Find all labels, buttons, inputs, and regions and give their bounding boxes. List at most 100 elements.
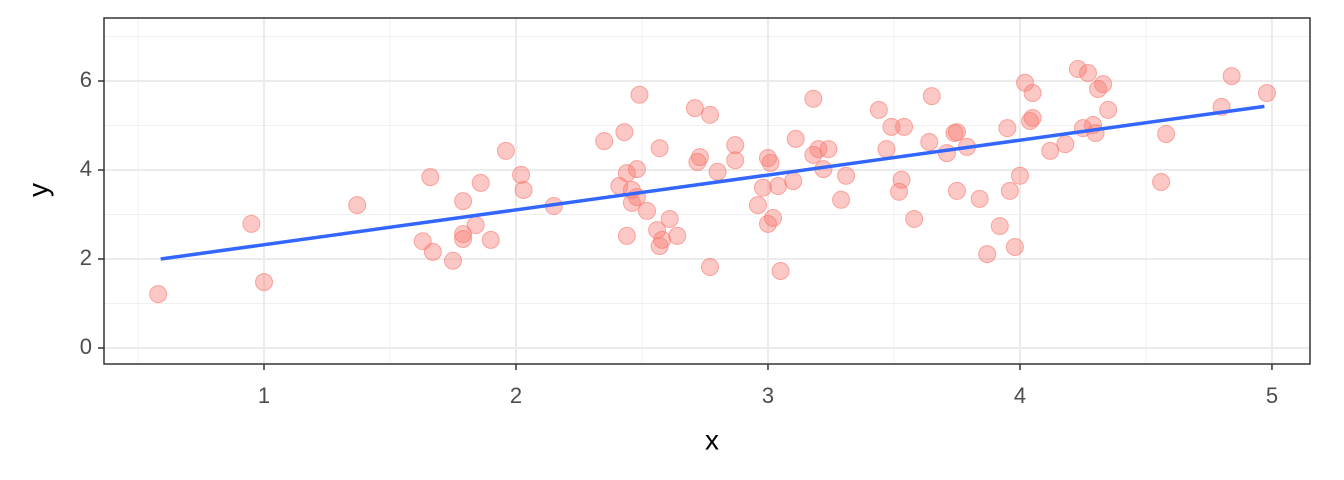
point xyxy=(690,148,709,167)
point xyxy=(784,172,803,191)
point xyxy=(688,152,707,171)
trend-line xyxy=(160,104,1265,261)
x-tick-label: 5 xyxy=(1266,383,1278,408)
point xyxy=(1023,108,1042,127)
point xyxy=(1056,135,1075,154)
point xyxy=(255,273,274,292)
point xyxy=(1094,75,1113,94)
point xyxy=(758,148,777,167)
point xyxy=(771,262,790,281)
point xyxy=(1000,181,1019,200)
point xyxy=(990,217,1009,236)
point xyxy=(660,209,679,228)
point xyxy=(650,139,669,158)
point xyxy=(701,257,720,276)
point xyxy=(617,226,636,245)
point xyxy=(947,123,966,142)
point xyxy=(1016,73,1035,92)
x-tick-label: 1 xyxy=(258,383,270,408)
point xyxy=(809,140,828,159)
point xyxy=(764,209,783,228)
point xyxy=(947,181,966,200)
x-axis-title: x xyxy=(705,424,719,455)
point xyxy=(970,189,989,208)
point xyxy=(769,177,788,196)
y-tick-label: 6 xyxy=(80,67,92,92)
point xyxy=(753,178,772,197)
point xyxy=(471,173,490,192)
point xyxy=(595,132,614,151)
point xyxy=(423,242,442,261)
point xyxy=(685,99,704,118)
point xyxy=(514,181,533,200)
point xyxy=(242,214,261,233)
point xyxy=(819,140,838,159)
point xyxy=(481,230,500,249)
point xyxy=(998,119,1017,138)
point xyxy=(758,214,777,233)
point xyxy=(1005,237,1024,256)
point xyxy=(648,221,667,240)
point xyxy=(1041,141,1060,160)
point xyxy=(922,87,941,106)
point xyxy=(668,226,687,245)
point xyxy=(869,100,888,119)
point xyxy=(786,129,805,148)
point xyxy=(466,216,485,235)
point xyxy=(837,166,856,185)
point xyxy=(708,162,727,181)
point xyxy=(630,85,649,104)
point xyxy=(937,144,956,163)
point xyxy=(348,196,367,215)
y-tick-label: 0 xyxy=(80,334,92,359)
point xyxy=(1010,166,1029,185)
point xyxy=(1023,84,1042,103)
point xyxy=(1152,173,1171,192)
y-tick-label: 4 xyxy=(80,156,92,181)
point xyxy=(1086,124,1105,143)
point xyxy=(1222,67,1241,86)
y-tick-label: 2 xyxy=(80,245,92,270)
point xyxy=(454,192,473,211)
point xyxy=(496,141,515,160)
point xyxy=(832,190,851,209)
point xyxy=(701,105,720,124)
point xyxy=(882,117,901,136)
point xyxy=(443,251,462,270)
x-tick-label: 3 xyxy=(762,383,774,408)
point xyxy=(761,153,780,172)
point xyxy=(1068,59,1087,78)
point xyxy=(890,182,909,201)
point xyxy=(650,237,669,256)
point xyxy=(1157,124,1176,143)
point xyxy=(512,165,531,184)
point xyxy=(895,117,914,136)
point xyxy=(454,225,473,244)
point xyxy=(627,160,646,179)
point xyxy=(804,89,823,108)
point xyxy=(877,140,896,159)
panel-border xyxy=(103,17,1311,365)
point xyxy=(421,168,440,187)
point xyxy=(615,123,634,142)
point xyxy=(726,136,745,155)
point xyxy=(454,229,473,248)
point xyxy=(1089,80,1108,99)
point xyxy=(1021,112,1040,131)
point xyxy=(905,209,924,228)
point xyxy=(1079,63,1098,82)
point xyxy=(726,151,745,170)
x-tick-label: 4 xyxy=(1014,383,1026,408)
point xyxy=(1099,100,1118,119)
point xyxy=(920,132,939,151)
point xyxy=(978,245,997,264)
point xyxy=(617,164,636,183)
point xyxy=(748,196,767,215)
point xyxy=(149,285,168,304)
point xyxy=(892,170,911,189)
point xyxy=(638,201,657,220)
y-axis-title: y xyxy=(22,183,53,197)
point xyxy=(1257,84,1276,103)
x-tick-label: 2 xyxy=(510,383,522,408)
